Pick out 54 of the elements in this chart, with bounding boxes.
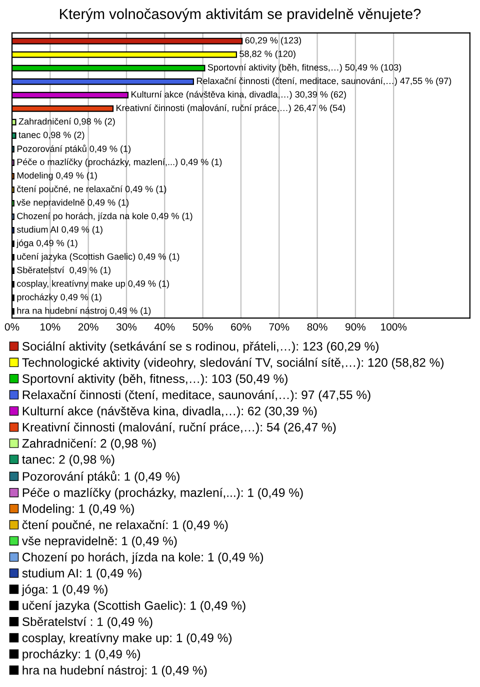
legend-label: jóga: 1 (0,49 %) [22, 584, 108, 596]
legend-label: učení jazyka (Scottish Gaelic): 1 (0,49 %) [22, 600, 246, 612]
legend-label: Technologické aktivity (videohry, sledování TV, sociální sítě,…): 120 (58,82 %) [22, 358, 444, 370]
x-tick-label: 70% [269, 323, 290, 331]
data-label: Sběratelství 0,49 % (1) [17, 266, 110, 276]
legend-label: Sociální aktivity (setkávání se s rodinou, přáteli,…): 123 (60,29 %) [22, 342, 378, 354]
legend-label: čtení poučné, ne relaxační: 1 (0,49 %) [22, 520, 228, 532]
data-label: Kulturní akce (návštěva kina, divadla,…) 30,39 % (62) [131, 90, 346, 100]
x-tick-label: 40% [154, 323, 175, 331]
legend-label: hra na hudební nástroj: 1 (0,49 %) [22, 665, 207, 677]
x-tick-label: 30% [116, 323, 137, 331]
data-label: Kreativní činnosti (malování, ruční práce,…) 26,47 % (54) [116, 104, 346, 113]
legend-label: Péče o mazlíčky (procházky, mazlení,...): 1 (0,49 %) [22, 488, 303, 500]
x-tick-label: 20% [78, 323, 98, 331]
legend-label: Sportovní aktivity (běh, fitness,…): 103 (50,49 %) [22, 374, 288, 386]
data-label: čtení poučné, ne relaxační 0,49 % (1) [17, 185, 166, 194]
data-label: Péče o mazlíčky (procházky, mazlení,...) 0,49 % (1) [17, 158, 222, 167]
legend-label: Kreativní činnosti (malování, ruční práce,…): 54 (26,47 %) [22, 422, 336, 434]
x-tick-label: 50% [192, 323, 213, 331]
data-label: jóga 0,49 % (1) [16, 240, 78, 248]
legend-label: Pozorování ptáků: 1 (0,49 %) [22, 470, 180, 484]
data-label: vše nepravidelně 0,49 % (1) [16, 199, 128, 208]
data-label: studium AI 0,49 % (1) [16, 226, 102, 234]
data-label: tanec 0,98 % (2) [18, 131, 84, 140]
x-tick-label: 80% [307, 323, 328, 331]
legend-label: procházky: 1 (0,49 %) [22, 649, 140, 661]
data-label: 60,29 % (123) [245, 36, 301, 46]
legend-label: Sběratelství : 1 (0,49 %) [22, 616, 152, 628]
x-tick-label: 60% [231, 323, 252, 331]
legend-label: Relaxační činnosti (čtení, meditace, saunování,…): 97 (47,55 %) [22, 390, 370, 402]
data-label: učení jazyka (Scottish Gaelic) 0,49 % (1) [17, 253, 180, 262]
data-label: Chození po horách, jízda na kole 0,49 % (1) [17, 212, 192, 221]
x-tick-label: 0% [4, 323, 20, 331]
x-tick-label: 100% [381, 323, 407, 331]
legend-label: Kulturní akce (návštěva kina, divadla,…): 62 (30,39 %) [22, 406, 317, 418]
data-label: Zahradničení 0,98 % (2) [18, 118, 115, 126]
data-label: Modeling 0,49 % (1) [17, 172, 97, 180]
data-label: Sportovní aktivity (běh, fitness,…) 50,49 % (103) [208, 64, 402, 72]
legend-label: Zahradničení: 2 (0,98 %) [22, 438, 156, 450]
data-label: 58,82 % (120) [240, 50, 296, 59]
x-tick-label: 10% [40, 323, 60, 331]
legend-label: Chození po horách, jízda na kole: 1 (0,49 %) [22, 552, 264, 564]
data-label: hra na hudební nástroj 0,49 % (1) [17, 307, 151, 316]
data-label: cosplay, kreatívny make up 0,49 % (1) [17, 280, 169, 289]
data-label: procházky 0,49 % (1) [17, 294, 102, 302]
x-tick-label: 90% [346, 323, 366, 331]
data-label: Relaxační činnosti (čtení, meditace, saunování,…) 47,55 % (97) [196, 77, 452, 86]
data-label: Pozorování ptáků 0,49 % (1) [17, 144, 131, 154]
legend-label: studium AI: 1 (0,49 %) [22, 568, 142, 580]
legend-label: tanec: 2 (0,98 %) [22, 454, 114, 466]
legend-label: cosplay, kreatívny make up: 1 (0,49 %) [22, 633, 232, 645]
legend-label: Modeling: 1 (0,49 %) [22, 504, 134, 516]
chart-title: Kterým volnočasovým aktivitám se pravidelně věnujete? [60, 8, 421, 22]
legend-label: vše nepravidelně: 1 (0,49 %) [22, 536, 177, 548]
